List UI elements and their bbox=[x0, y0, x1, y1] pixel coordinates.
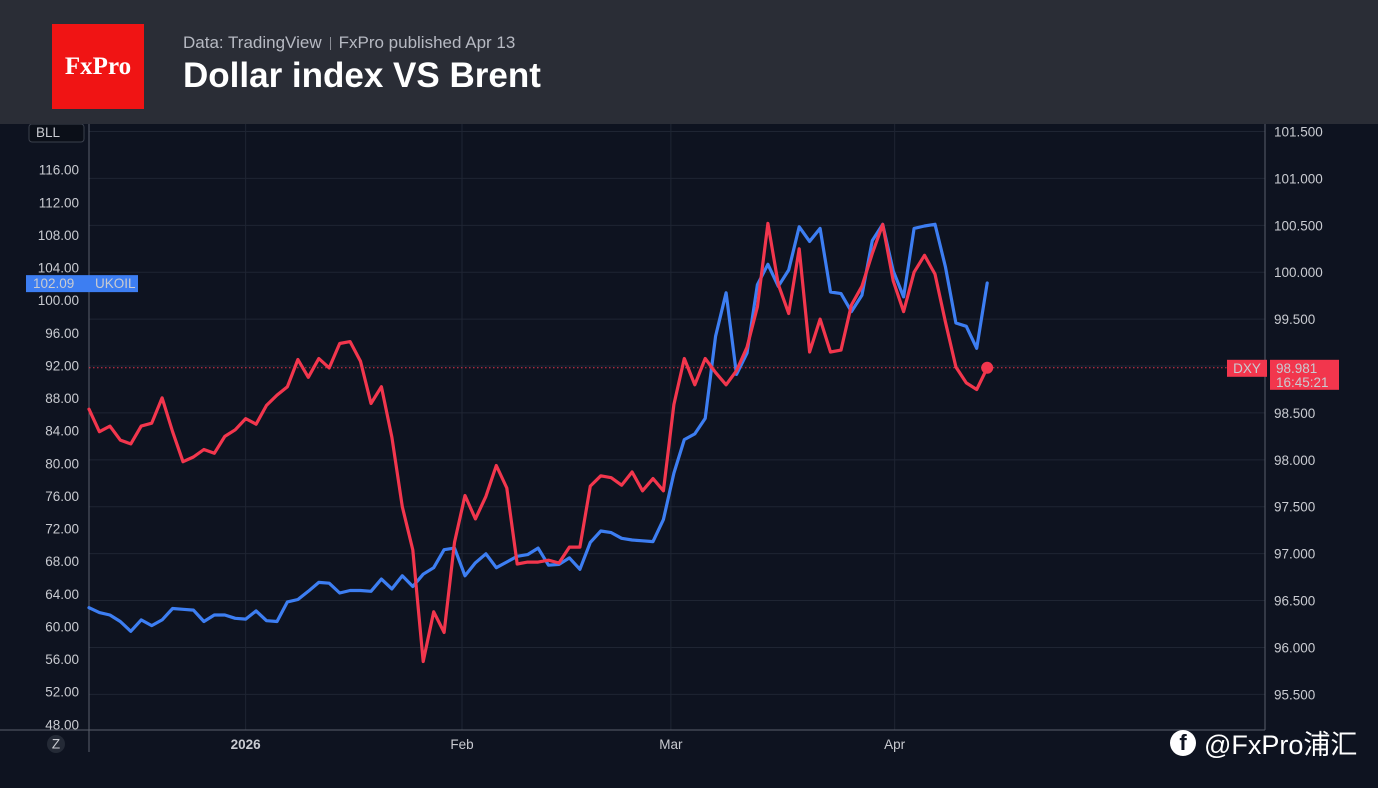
dxy-time-label: 16:45:21 bbox=[1276, 375, 1329, 390]
right-tick-label: 98.500 bbox=[1274, 406, 1315, 421]
dxy-value-label: 98.981 bbox=[1276, 361, 1317, 376]
dxy-name-badge bbox=[1227, 359, 1267, 377]
left-tick-label: 56.00 bbox=[45, 652, 79, 667]
x-tick-label: Feb bbox=[450, 737, 473, 752]
left-tick-label: 96.00 bbox=[45, 326, 79, 341]
axis-labels: 120.00116.00112.00108.00104.00100.0096.0… bbox=[26, 124, 1339, 753]
facebook-icon: f bbox=[1170, 729, 1196, 756]
fxpro-logo: FxPro bbox=[52, 24, 144, 109]
left-tick-label: 92.00 bbox=[45, 358, 79, 373]
series-layer bbox=[87, 221, 1265, 664]
x-tick-label: Mar bbox=[659, 737, 683, 752]
chart-title: Dollar index VS Brent bbox=[183, 56, 541, 95]
social-watermark: f @FxPro浦汇 bbox=[1170, 723, 1357, 762]
right-tick-label: 99.500 bbox=[1274, 312, 1315, 327]
left-tick-label: 76.00 bbox=[45, 489, 79, 504]
left-tick-label: 88.00 bbox=[45, 391, 79, 406]
chart-meta: Data: TradingView FxPro published Apr 13 bbox=[183, 33, 515, 53]
left-tick-label: 52.00 bbox=[45, 685, 79, 700]
left-tick-label: 72.00 bbox=[45, 522, 79, 537]
right-tick-label: 101.500 bbox=[1274, 125, 1323, 140]
left-tick-label: 112.00 bbox=[39, 195, 79, 210]
right-tick-label: 97.500 bbox=[1274, 500, 1315, 515]
right-tick-label: 96.000 bbox=[1274, 640, 1315, 655]
right-tick-label: 100.000 bbox=[1274, 265, 1323, 280]
right-tick-label: 101.000 bbox=[1274, 171, 1323, 186]
right-tick-label: 98.000 bbox=[1274, 453, 1315, 468]
x-tick-label: 2026 bbox=[231, 737, 262, 752]
z-badge-label: Z bbox=[52, 737, 60, 752]
left-tick-label: 104.00 bbox=[38, 261, 79, 276]
ukoil-value-label: 102.09 bbox=[33, 276, 74, 291]
z-badge[interactable] bbox=[47, 735, 65, 753]
dxy-name-label: DXY bbox=[1233, 361, 1261, 376]
header-bar: FxPro Data: TradingView FxPro published … bbox=[0, 0, 1378, 124]
left-axis-unit-box bbox=[28, 124, 85, 143]
x-tick-label: Apr bbox=[884, 737, 906, 752]
plot-background bbox=[89, 124, 1265, 730]
right-tick-label: 96.500 bbox=[1274, 594, 1315, 609]
dxy-value-badge bbox=[1270, 359, 1339, 390]
left-tick-label: 116.00 bbox=[39, 163, 79, 178]
left-tick-label: 108.00 bbox=[38, 228, 79, 243]
left-tick-label: 60.00 bbox=[45, 619, 79, 634]
right-tick-label: 100.500 bbox=[1274, 218, 1323, 233]
series-line-ukoil[interactable] bbox=[87, 222, 989, 633]
chart-area[interactable]: 120.00116.00112.00108.00104.00100.0096.0… bbox=[0, 124, 1378, 788]
ukoil-value-badge bbox=[26, 275, 138, 293]
axes bbox=[0, 124, 1266, 752]
left-tick-label: 64.00 bbox=[45, 587, 79, 602]
left-axis-unit-label: BLL bbox=[36, 125, 61, 140]
right-tick-label: 97.000 bbox=[1274, 547, 1315, 562]
left-tick-label: 48.00 bbox=[45, 717, 79, 732]
watermark-text: @FxPro浦汇 bbox=[1204, 730, 1358, 760]
dxy-last-marker[interactable] bbox=[981, 361, 994, 374]
meta-separator bbox=[329, 36, 331, 50]
series-line-dxy[interactable] bbox=[87, 221, 989, 664]
left-tick-label: 84.00 bbox=[45, 424, 79, 439]
grid-lines bbox=[89, 124, 1265, 730]
published-info: FxPro published Apr 13 bbox=[338, 33, 516, 52]
left-tick-label: 80.00 bbox=[45, 456, 79, 471]
right-tick-label: 95.500 bbox=[1274, 687, 1315, 702]
left-tick-label: 68.00 bbox=[45, 554, 79, 569]
data-source: Data: TradingView bbox=[183, 33, 322, 52]
ukoil-name-label: UKOIL bbox=[95, 276, 136, 291]
left-tick-label: 100.00 bbox=[38, 293, 79, 308]
